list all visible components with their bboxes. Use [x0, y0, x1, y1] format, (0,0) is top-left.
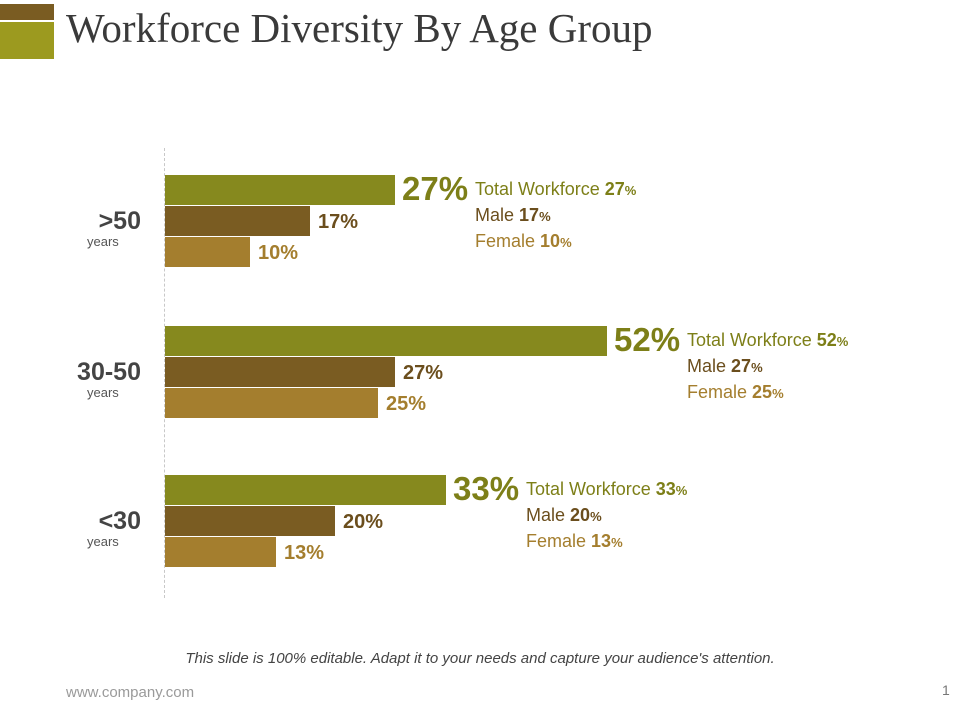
legend-value: 13 — [591, 531, 612, 551]
legend-percent-sign: % — [772, 386, 784, 401]
legend-percent-sign: % — [560, 235, 572, 250]
legend-value: 17 — [519, 205, 540, 225]
legend-label: Female — [475, 231, 536, 251]
bar-total — [165, 175, 395, 205]
legend-percent-sign: % — [539, 209, 551, 224]
legend-value: 33 — [655, 479, 676, 499]
legend-label: Total Workforce — [475, 179, 600, 199]
legend-row-total: Total Workforce 33% — [526, 477, 687, 503]
legend-label: Male — [475, 205, 515, 225]
bar-label-male: 17% — [318, 211, 359, 233]
bar-female — [165, 388, 378, 418]
group-legend: Total Workforce 27% Male 17% Female 10% — [475, 177, 636, 255]
legend-row-total: Total Workforce 27% — [475, 177, 636, 203]
footer-url: www.company.com — [66, 684, 195, 701]
bar-male — [165, 357, 395, 387]
legend-row-female: Female 13% — [526, 529, 687, 555]
bar-label-total: 33% — [453, 470, 520, 507]
legend-label: Male — [687, 356, 727, 376]
bar-label-female: 25% — [386, 393, 427, 415]
legend-percent-sign: % — [624, 183, 637, 198]
legend-value: 10 — [540, 231, 561, 251]
bar-label-female: 13% — [284, 542, 325, 564]
legend-row-female: Female 25% — [687, 380, 848, 406]
page-number: 1 — [942, 682, 950, 698]
legend-row-male: Male 17% — [475, 203, 636, 229]
legend-label: Female — [526, 531, 587, 551]
group-legend: Total Workforce 52% Male 27% Female 25% — [687, 328, 848, 406]
legend-label: Male — [526, 505, 566, 525]
title-accent-dark — [0, 4, 54, 20]
legend-value: 27 — [604, 179, 625, 199]
legend-value: 20 — [570, 505, 591, 525]
legend-row-female: Female 10% — [475, 229, 636, 255]
bar-label-male: 20% — [343, 511, 384, 533]
legend-label: Female — [687, 382, 748, 402]
legend-label: Total Workforce — [526, 479, 651, 499]
legend-percent-sign: % — [751, 360, 763, 375]
bar-label-total: 52% — [614, 321, 681, 358]
title-accent-olive — [0, 22, 54, 59]
legend-percent-sign: % — [590, 509, 602, 524]
legend-value: 27 — [731, 356, 752, 376]
legend-percent-sign: % — [611, 535, 623, 550]
legend-label: Total Workforce — [687, 330, 812, 350]
legend-row-male: Male 27% — [687, 354, 848, 380]
bar-label-male: 27% — [403, 362, 444, 384]
bar-female — [165, 237, 250, 267]
category-sublabel: years — [87, 385, 119, 400]
bar-male — [165, 206, 310, 236]
legend-value: 25 — [752, 382, 773, 402]
bar-label-female: 10% — [258, 242, 299, 264]
legend-row-total: Total Workforce 52% — [687, 328, 848, 354]
group-legend: Total Workforce 33% Male 20% Female 13% — [526, 477, 687, 555]
bar-female — [165, 537, 276, 567]
category-sublabel: years — [87, 534, 119, 549]
legend-row-male: Male 20% — [526, 503, 687, 529]
bar-male — [165, 506, 335, 536]
editable-note: This slide is 100% editable. Adapt it to… — [185, 650, 775, 667]
category-label: <30 — [98, 507, 141, 535]
bar-total — [165, 475, 446, 505]
legend-percent-sign: % — [675, 483, 688, 498]
legend-value: 52 — [816, 330, 837, 350]
category-label: >50 — [98, 207, 141, 235]
slide-title: Workforce Diversity By Age Group — [66, 5, 653, 51]
category-sublabel: years — [87, 234, 119, 249]
chart-axis-line — [164, 148, 165, 598]
category-label: 30-50 — [77, 358, 141, 386]
legend-percent-sign: % — [836, 334, 849, 349]
bar-label-total: 27% — [402, 170, 469, 207]
bar-total — [165, 326, 607, 356]
